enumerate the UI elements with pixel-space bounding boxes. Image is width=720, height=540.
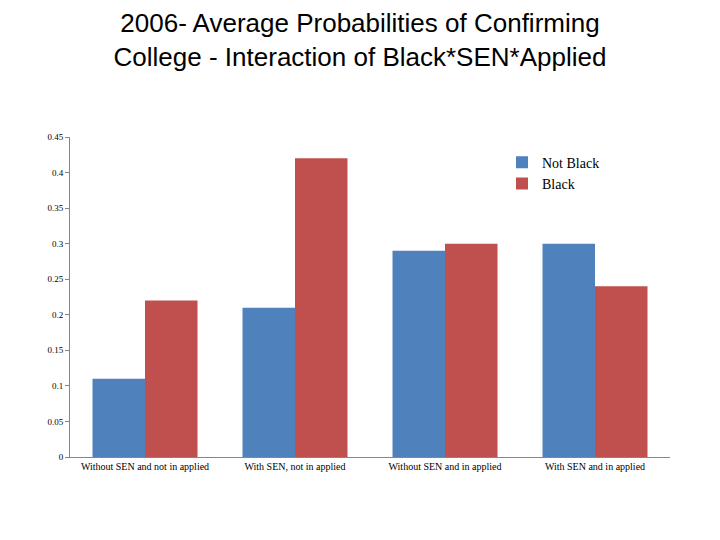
svg-text:0.05: 0.05 [47, 417, 63, 427]
svg-text:0.25: 0.25 [47, 274, 63, 284]
svg-text:2006- Average Probabilities of: 2006- Average Probabilities of Confirmin… [114, 8, 607, 72]
svg-text:0.4: 0.4 [52, 168, 64, 178]
svg-text:0.2: 0.2 [52, 310, 63, 320]
svg-text:Black: Black [542, 177, 575, 192]
svg-text:0.35: 0.35 [47, 203, 63, 213]
svg-text:0.3: 0.3 [52, 239, 64, 249]
svg-text:0.45: 0.45 [47, 132, 63, 142]
svg-text:Without SEN and in applied: Without SEN and in applied [389, 461, 502, 472]
svg-text:0: 0 [59, 452, 64, 462]
svg-text:0.1: 0.1 [52, 381, 63, 391]
svg-text:With SEN and in applied: With SEN and in applied [545, 461, 645, 472]
svg-text:Without SEN and not in applied: Without SEN and not in applied [81, 461, 209, 472]
svg-text:0.15: 0.15 [47, 345, 63, 355]
svg-text:Not Black: Not Black [542, 156, 599, 171]
svg-text:With SEN, not in applied: With SEN, not in applied [245, 461, 346, 472]
